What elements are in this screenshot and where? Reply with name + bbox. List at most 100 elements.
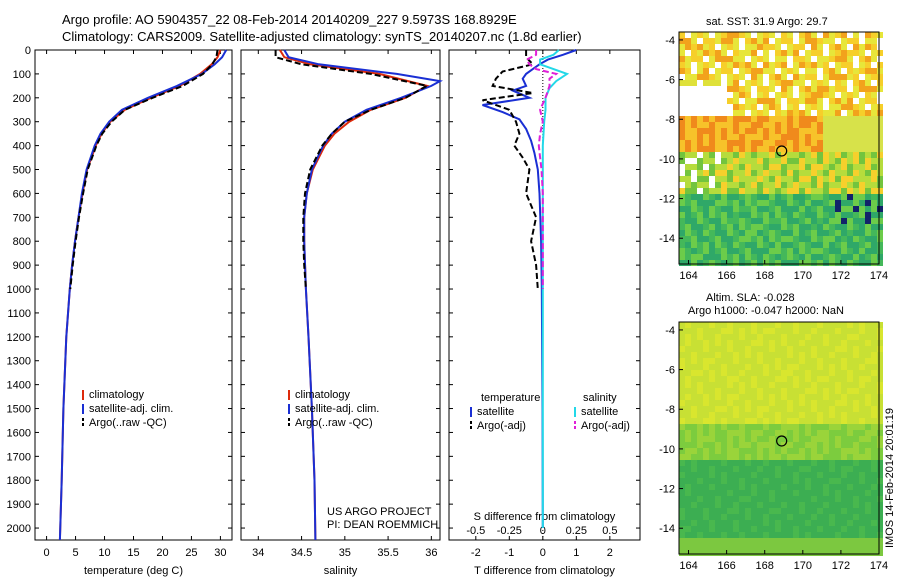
map-cell <box>847 508 853 514</box>
map-cell <box>733 176 739 182</box>
map-cell <box>859 472 865 478</box>
map-cell <box>679 412 685 418</box>
map-cell <box>865 134 871 140</box>
map-cell <box>739 322 745 328</box>
map-cell <box>835 406 841 412</box>
map-cell <box>811 104 817 110</box>
map-cell <box>865 212 871 218</box>
map-cell <box>793 448 799 454</box>
map-cell <box>799 134 805 140</box>
map-cell <box>787 218 793 224</box>
imos-timestamp: IMOS 14-Feb-2014 20:01:19 <box>884 407 896 548</box>
map-cell <box>721 170 727 176</box>
map-cell <box>679 460 685 466</box>
map-cell <box>853 406 859 412</box>
map-y-tick-label: -14 <box>659 233 675 245</box>
map-cell <box>769 496 775 502</box>
map-cell <box>865 80 871 86</box>
map-cell <box>727 80 733 86</box>
map-cell <box>823 212 829 218</box>
map-cell <box>715 322 721 328</box>
map-cell <box>721 116 727 122</box>
map-cell <box>787 110 793 116</box>
map-cell <box>811 182 817 188</box>
map-cell <box>709 382 715 388</box>
map-cell <box>859 176 865 182</box>
map-cell <box>847 176 853 182</box>
map-cell <box>679 358 685 364</box>
map-cell <box>739 460 745 466</box>
map-cell <box>697 460 703 466</box>
map-cell <box>871 418 877 424</box>
map-cell <box>847 62 853 68</box>
map-cell <box>757 550 763 556</box>
map-cell <box>799 206 805 212</box>
map-cell <box>757 86 763 92</box>
map-cell <box>787 466 793 472</box>
sla-map-frame <box>678 321 880 555</box>
map-cell <box>853 104 859 110</box>
map-cell <box>715 242 721 248</box>
map-cell <box>865 122 871 128</box>
map-cell <box>853 80 859 86</box>
map-cell <box>739 370 745 376</box>
map-cell <box>709 158 715 164</box>
map-cell <box>709 254 715 260</box>
map-cell <box>829 254 835 260</box>
map-cell <box>739 448 745 454</box>
map-cell <box>721 206 727 212</box>
map-cell <box>811 406 817 412</box>
map-cell <box>691 44 697 50</box>
map-cell <box>811 134 817 140</box>
map-cell <box>745 182 751 188</box>
map-x-tick-label: 168 <box>756 270 774 282</box>
map-cell <box>745 104 751 110</box>
map-y-tick-label: -12 <box>659 484 675 496</box>
map-cell <box>685 508 691 514</box>
map-cell <box>733 340 739 346</box>
map-cell <box>787 448 793 454</box>
map-cell <box>871 424 877 430</box>
map-cell <box>871 514 877 520</box>
map-cell <box>829 194 835 200</box>
map-cell <box>739 218 745 224</box>
map-cell <box>829 472 835 478</box>
map-cell <box>811 194 817 200</box>
map-cell <box>853 526 859 532</box>
map-cell <box>811 394 817 400</box>
map-cell <box>871 206 877 212</box>
map-cell <box>811 460 817 466</box>
map-cell <box>697 140 703 146</box>
map-cell <box>865 152 871 158</box>
map-cell <box>721 550 727 556</box>
map-cell <box>793 508 799 514</box>
map-cell <box>799 92 805 98</box>
map-cell <box>871 364 877 370</box>
map-cell <box>679 188 685 194</box>
map-cell <box>811 454 817 460</box>
x-tick-label: 5 <box>72 547 78 559</box>
map-cell <box>721 442 727 448</box>
map-cell <box>697 224 703 230</box>
map-cell <box>817 484 823 490</box>
map-cell <box>841 508 847 514</box>
map-cell <box>793 254 799 260</box>
map-cell <box>793 352 799 358</box>
map-cell <box>709 140 715 146</box>
map-cell <box>787 38 793 44</box>
map-cell <box>841 442 847 448</box>
map-cell <box>793 128 799 134</box>
map-cell <box>805 550 811 556</box>
map-cell <box>847 134 853 140</box>
map-cell <box>793 176 799 182</box>
series-satellite-adj--clim- <box>283 49 444 541</box>
map-cell <box>685 170 691 176</box>
map-cell <box>811 236 817 242</box>
map-cell <box>859 206 865 212</box>
map-cell <box>775 248 781 254</box>
map-cell <box>835 484 841 490</box>
map-cell <box>691 448 697 454</box>
map-cell <box>727 346 733 352</box>
map-cell <box>799 152 805 158</box>
sla-caption-line2: Argo h1000: -0.047 h2000: NaN <box>688 305 844 317</box>
